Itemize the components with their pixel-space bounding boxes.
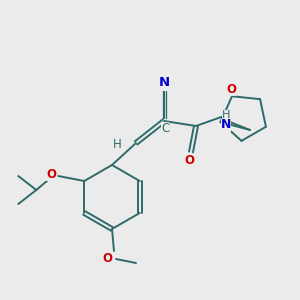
- Text: N: N: [221, 118, 231, 131]
- Text: H: H: [222, 110, 230, 120]
- Text: O: O: [184, 154, 194, 166]
- Text: N: N: [158, 76, 169, 89]
- Text: O: O: [102, 251, 112, 265]
- Text: O: O: [226, 83, 236, 96]
- Text: H: H: [112, 137, 122, 151]
- Text: C: C: [161, 122, 169, 134]
- Text: O: O: [46, 167, 56, 181]
